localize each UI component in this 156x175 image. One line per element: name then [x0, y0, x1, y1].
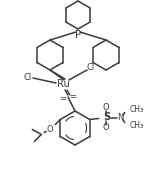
Text: CH₃: CH₃: [130, 105, 144, 114]
Text: Cl: Cl: [87, 62, 95, 72]
Text: O: O: [47, 125, 54, 134]
Text: CH₃: CH₃: [130, 121, 144, 130]
Text: =: =: [70, 93, 76, 101]
Text: O: O: [102, 103, 109, 112]
Text: N: N: [117, 113, 124, 122]
Text: O: O: [102, 123, 109, 132]
Text: P: P: [75, 30, 81, 40]
Text: Ru: Ru: [57, 79, 69, 89]
Text: =: =: [59, 94, 66, 103]
Text: S: S: [103, 113, 110, 122]
Text: Cl: Cl: [24, 74, 32, 82]
